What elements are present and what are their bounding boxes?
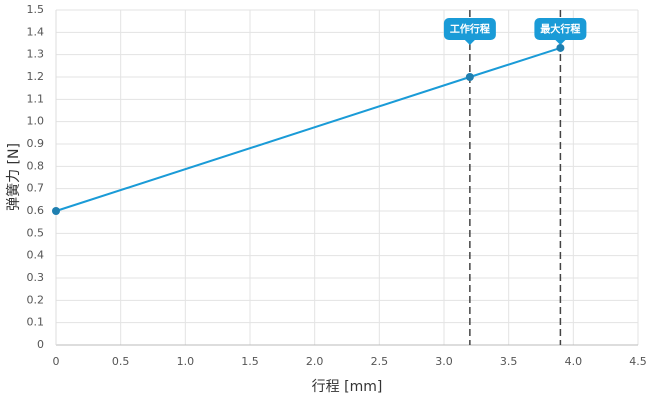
y-tick-label: 0.5 bbox=[27, 226, 45, 239]
annotation-label: 工作行程 bbox=[450, 23, 490, 36]
y-tick-label: 0 bbox=[37, 338, 44, 351]
point bbox=[556, 43, 565, 52]
annotation-box bbox=[534, 18, 587, 40]
y-tick-label: 0.1 bbox=[27, 316, 45, 329]
y-tick-label: 0.6 bbox=[27, 204, 45, 217]
annotation-pointer bbox=[555, 40, 566, 45]
point bbox=[52, 207, 60, 215]
line bbox=[55, 47, 561, 212]
y-axis-title: 弹簧力 [N] bbox=[6, 143, 22, 211]
y-tick-label: 0.2 bbox=[27, 293, 45, 306]
x-tick-label: 1.0 bbox=[177, 355, 195, 368]
annotation-pointer bbox=[464, 40, 475, 45]
x-tick-label: 1.5 bbox=[241, 355, 259, 368]
annotation-box bbox=[443, 18, 496, 40]
y-tick-label: 1.1 bbox=[27, 92, 45, 105]
annotation-label: 最大行程 bbox=[540, 23, 580, 36]
x-tick-label: 3.0 bbox=[435, 355, 453, 368]
x-tick-label: 4.0 bbox=[565, 355, 583, 368]
y-tick-label: 0.3 bbox=[27, 271, 45, 284]
y-tick-label: 1.5 bbox=[27, 3, 45, 16]
x-tick-label: 3.5 bbox=[500, 355, 518, 368]
y-tick-label: 0.4 bbox=[27, 249, 45, 262]
x-tick-label: 0 bbox=[53, 355, 60, 368]
x-tick-label: 4.5 bbox=[629, 355, 647, 368]
x-axis-title: 行程 [mm] bbox=[312, 379, 383, 395]
y-tick-label: 0.8 bbox=[27, 159, 45, 172]
y-tick-label: 1.0 bbox=[27, 115, 45, 128]
y-tick-label: 1.4 bbox=[27, 25, 45, 38]
x-tick-label: 2.5 bbox=[371, 355, 389, 368]
x-tick-label: 2.0 bbox=[306, 355, 324, 368]
y-tick-label: 1.3 bbox=[27, 48, 45, 61]
x-tick-label: 0.5 bbox=[112, 355, 130, 368]
y-tick-label: 0.7 bbox=[27, 182, 45, 195]
point bbox=[465, 73, 474, 81]
y-tick-label: 0.9 bbox=[27, 137, 45, 150]
y-tick-label: 1.2 bbox=[27, 70, 45, 83]
